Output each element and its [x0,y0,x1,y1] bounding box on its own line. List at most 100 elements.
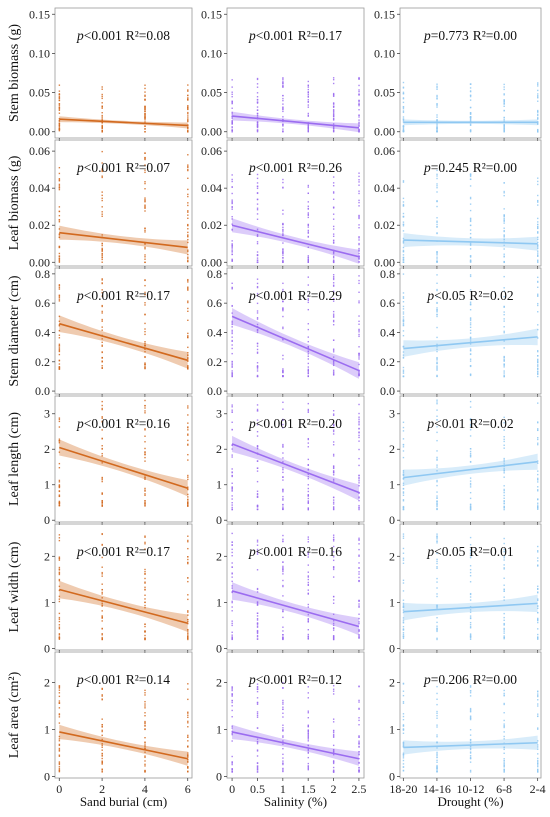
scatter-points [402,682,539,773]
data-point [256,638,259,640]
data-point [332,441,335,443]
data-point [282,228,284,231]
data-point [469,605,472,608]
data-point [144,367,146,369]
data-point [101,242,103,245]
data-point [282,233,284,235]
data-point [231,127,233,129]
data-point [436,710,438,713]
data-point [469,742,472,744]
data-point [282,234,284,236]
data-point [307,99,309,101]
data-point [332,507,335,509]
data-point [101,278,103,280]
regression-line [59,731,188,760]
data-point [256,548,259,551]
data-point [144,505,146,507]
data-point [307,351,309,353]
data-point [101,175,103,177]
data-point [307,751,309,753]
data-point [537,247,539,250]
data-point [101,279,103,281]
data-point [256,310,259,312]
data-point [307,231,309,233]
data-point [282,257,284,259]
data-point [332,766,335,769]
data-point [101,610,103,612]
data-point [537,199,539,202]
data-point [231,218,233,220]
data-point [282,371,284,374]
data-point [101,556,103,559]
data-point [358,227,360,229]
data-point [332,106,335,108]
y-tick-label: 1 [389,595,395,609]
data-point [231,544,233,547]
data-point [503,555,505,557]
data-point [503,508,505,511]
data-point [282,610,284,613]
data-point [469,611,472,613]
data-point [282,768,284,770]
data-point [256,92,259,94]
data-point [402,301,405,303]
y-tick-label: 0.10 [201,46,222,60]
data-point [537,551,539,553]
data-point [144,588,146,591]
data-point [307,186,309,188]
data-point [58,107,61,109]
data-point [307,88,309,91]
data-point [503,746,505,749]
r2-value: 0.02 [490,416,514,431]
data-point [332,191,335,193]
data-point [503,248,505,250]
data-point [436,607,438,609]
x-tick-label: 2 [99,782,105,796]
data-point [469,309,472,311]
data-point [402,590,405,592]
data-point [436,302,438,304]
data-point [469,353,472,356]
data-point [187,257,189,260]
data-point [187,610,189,612]
data-point [58,634,61,636]
panel-frame [226,523,365,651]
scatter-points [231,681,360,773]
data-point [402,482,405,484]
data-point [436,491,438,493]
data-point [503,436,505,438]
data-point [101,591,103,594]
data-point [144,598,146,600]
data-point [58,438,61,440]
data-point [144,447,146,450]
data-point [282,85,284,88]
data-point [256,749,259,751]
data-point [503,692,505,695]
data-point [187,760,189,763]
data-point [537,221,539,223]
data-point [256,587,259,590]
data-point [436,628,438,630]
data-point [231,634,233,636]
p-symbol: p [76,28,84,43]
r2-label: R²= [126,544,147,559]
data-point [402,473,405,476]
data-point [332,750,335,753]
data-point [307,620,309,623]
data-point [256,121,259,123]
data-point [187,752,189,754]
data-point [101,261,103,263]
data-point [358,499,360,502]
data-point [144,110,146,113]
data-point [282,300,284,303]
data-point [358,539,360,541]
data-point [358,354,360,357]
data-point [101,749,103,751]
data-point [469,301,472,303]
data-point [537,746,539,748]
data-point [256,508,259,511]
data-point [256,551,259,554]
data-point [402,316,405,318]
y-tick-label: 0.8 [35,267,50,281]
data-point [101,533,103,536]
